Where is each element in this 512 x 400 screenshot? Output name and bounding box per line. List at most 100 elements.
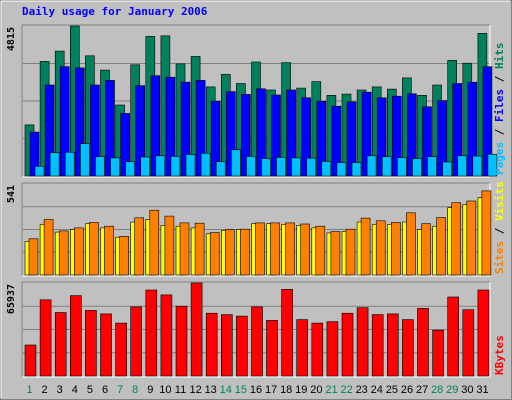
hits-files-pages-pages-bar (170, 156, 181, 177)
day-label: 28 (431, 384, 443, 396)
visits-sites-sites-bar (28, 238, 39, 276)
day-label: 23 (356, 384, 368, 396)
hits-files-pages-pages-bar (291, 157, 301, 177)
visits-sites-sites-bar (345, 228, 356, 276)
kbytes-kbytes-bar (477, 289, 490, 377)
day-label: 9 (147, 384, 153, 396)
hits-files-pages-pages-bar (351, 162, 362, 177)
hits-files-pages-pages-bar (215, 161, 226, 177)
kbytes-kbytes-bar (402, 319, 414, 377)
chart-title: Daily usage for January 2006 (22, 5, 208, 18)
kbytes-kbytes-bar (296, 319, 309, 377)
day-label: 26 (401, 384, 413, 396)
legend-separator: / (493, 221, 506, 241)
hits-files-pages-files-bar (316, 100, 327, 177)
visits-sites-sites-bar (481, 190, 492, 276)
hits-files-pages-pages-bar (200, 153, 211, 177)
visits-sites-sites-bar (119, 236, 129, 276)
hits-files-pages-pages-bar (49, 152, 60, 177)
day-label: 22 (340, 384, 352, 396)
day-label: 2 (42, 384, 48, 396)
hits-files-pages-pages-bar (381, 156, 392, 177)
kbytes-kbytes-bar (371, 314, 384, 377)
kbytes-kbytes-bar (24, 344, 37, 377)
visits-sites-sites-bar (74, 227, 84, 276)
hits-files-pages-files-bar (407, 93, 417, 177)
kbytes-kbytes-bar (266, 319, 278, 377)
day-label: 19 (295, 384, 307, 396)
day-label: 18 (280, 384, 292, 396)
day-label: 29 (446, 384, 458, 396)
day-label: 12 (189, 384, 201, 396)
visits-sites-sites-bar (58, 230, 69, 276)
hits-files-pages-files-bar (195, 80, 206, 177)
kbytes-kbytes-bar (205, 312, 218, 377)
visits-sites-sites-bar (164, 215, 175, 276)
hits-files-pages-files-bar (241, 94, 251, 177)
visits-sites-sites-bar (436, 217, 446, 276)
visits-sites-sites-bar (466, 200, 477, 276)
kbytes-legend: KBytes (493, 335, 506, 375)
kbytes-kbytes-bar (85, 310, 97, 377)
hits-files-pages-pages-bar (412, 158, 422, 177)
legend-entry-kbytes: KBytes (493, 335, 506, 375)
hits-files-pages-files-bar (75, 67, 85, 177)
day-label: 21 (325, 384, 337, 396)
hits-files-pages-files-bar (271, 94, 281, 177)
visits-sites-sites-bar (43, 219, 54, 276)
hits-files-pages-files-bar (180, 81, 191, 177)
visits-sites-sites-bar (300, 223, 311, 276)
legend-entry-sites: Sites (493, 241, 506, 274)
day-label: 11 (175, 384, 186, 396)
hits-files-pages-pages-bar (231, 149, 241, 177)
hits-files-pages-pages-bar (366, 155, 377, 177)
kbytes-kbytes-bar (100, 313, 112, 377)
hits-files-pages-pages-bar (457, 155, 468, 177)
kbytes-kbytes-bar (281, 288, 293, 377)
visits-sites-sites-bar (451, 202, 462, 276)
hits-files-pages-files-bar (376, 97, 387, 177)
hits-files-pages-files-bar (90, 84, 100, 177)
legend-entry-visits: Visits (493, 181, 506, 221)
visits-sites-sites-bar (421, 223, 431, 276)
visits-sites-sites-bar (255, 222, 265, 276)
hits-files-pages-pages-bar (472, 155, 483, 177)
day-label: 16 (250, 384, 262, 396)
day-label: 13 (205, 384, 217, 396)
kbytes-kbytes-bar (356, 307, 369, 377)
kbytes-kbytes-bar (221, 314, 233, 377)
hits-files-pages-pages-bar (487, 153, 498, 177)
kbytes-kbytes-bar (39, 299, 52, 377)
kbytes-kbytes-bar (130, 306, 142, 377)
hits-files-pages-pages-bar (34, 166, 45, 177)
visits-sites-sites-bar (375, 220, 386, 276)
hits-files-pages-panel: 4815 Pages / Files / Hits (6, 24, 506, 178)
visits-sites-sites-bar (179, 222, 190, 276)
day-label: 15 (235, 384, 247, 396)
hits-files-pages-files-bar (482, 66, 493, 177)
hits-files-pages-files-bar (452, 83, 463, 177)
hits-files-pages-files-bar (29, 131, 40, 177)
day-label: 14 (220, 384, 232, 396)
kbytes-kbytes-bar (462, 309, 475, 377)
visits-sites-sites-bar (360, 217, 371, 276)
hits-files-pages-legend: Pages / Files / Hits (493, 43, 506, 176)
day-label: 1 (26, 384, 32, 396)
hits-files-pages-files-bar (286, 89, 296, 177)
hits-files-pages-files-bar (44, 84, 55, 177)
hits-files-pages-files-bar (437, 100, 447, 177)
visits-sites-sites-bar (330, 231, 341, 276)
visits-sites-sites-bar (225, 229, 235, 276)
day-label: 5 (87, 384, 93, 396)
legend-separator: / (493, 69, 506, 89)
kbytes-kbytes-bar (311, 322, 324, 377)
hits-files-pages-files-bar (361, 91, 372, 177)
hits-files-pages-files-bar (226, 91, 236, 177)
day-label: 3 (57, 384, 63, 396)
kbytes-kbytes-bar (386, 313, 399, 377)
visits-sites-sites-bar (390, 222, 401, 276)
visits-sites-sites-bar (194, 222, 205, 276)
kbytes-kbytes-bar (70, 295, 82, 377)
kbytes-kbytes-bar (417, 307, 429, 377)
